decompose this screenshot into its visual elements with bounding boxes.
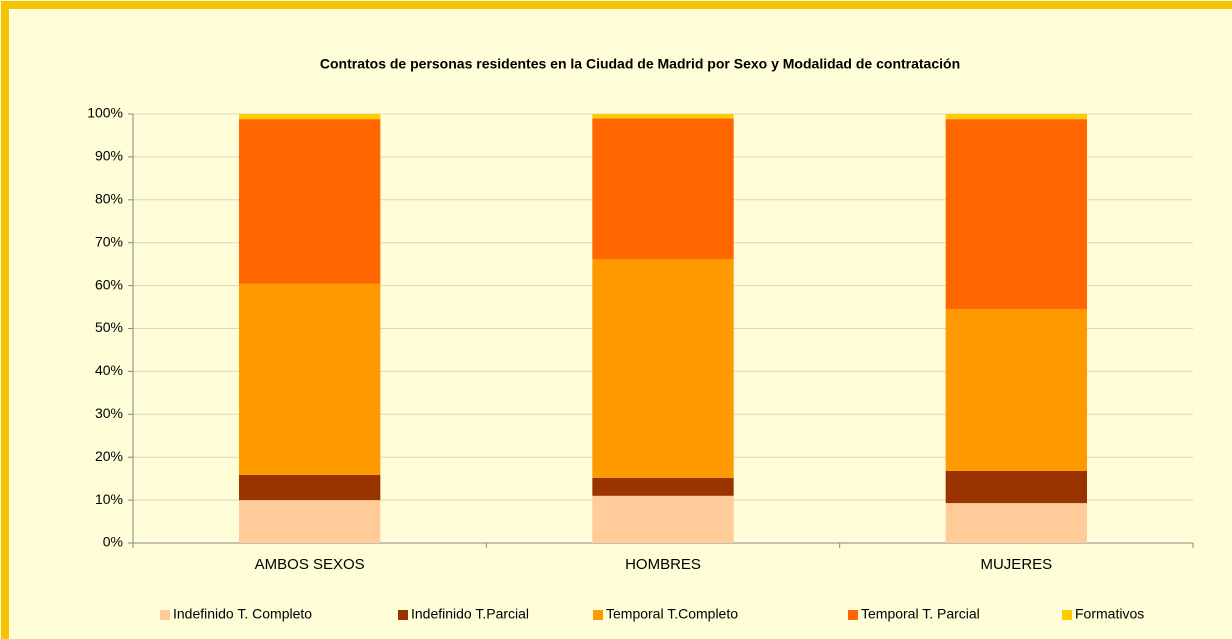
bar-segment — [592, 114, 734, 119]
bar-segment — [945, 470, 1087, 504]
bar-segment — [945, 309, 1087, 471]
legend-label: Indefinido T. Completo — [173, 606, 312, 622]
y-tick-label: 100% — [87, 105, 123, 121]
x-tick-label: MUJERES — [980, 556, 1052, 573]
legend-swatch — [160, 610, 170, 620]
bar-segment — [592, 259, 734, 478]
y-tick-label: 70% — [95, 233, 123, 249]
bar-segment — [945, 503, 1087, 543]
bar-segment — [239, 119, 381, 284]
bar-segment — [239, 500, 381, 543]
y-tick-label: 50% — [95, 319, 123, 335]
y-tick-label: 30% — [95, 405, 123, 421]
y-tick-label: 20% — [95, 448, 123, 464]
legend-label: Temporal T.Completo — [606, 606, 738, 622]
bar-segment — [945, 119, 1087, 310]
legend-swatch — [593, 610, 603, 620]
legend-swatch — [398, 610, 408, 620]
bar-segment — [239, 283, 381, 475]
bar-segment — [239, 114, 381, 120]
bar-segment — [592, 477, 734, 496]
bar-segment — [239, 474, 381, 501]
x-tick-label: HOMBRES — [625, 556, 701, 573]
y-tick-label: 40% — [95, 362, 123, 378]
y-tick-label: 10% — [95, 491, 123, 507]
bar-segment — [592, 118, 734, 260]
legend-label: Temporal T. Parcial — [861, 606, 980, 622]
bar-segment — [945, 114, 1087, 120]
legend-swatch — [1062, 610, 1072, 620]
legend-label: Formativos — [1075, 606, 1144, 622]
y-tick-label: 90% — [95, 148, 123, 164]
bar-segment — [592, 495, 734, 543]
legend-label: Indefinido T.Parcial — [411, 606, 529, 622]
x-tick-label: AMBOS SEXOS — [255, 556, 365, 573]
y-tick-label: 60% — [95, 276, 123, 292]
y-tick-label: 0% — [103, 534, 123, 550]
y-tick-label: 80% — [95, 191, 123, 207]
chart-title: Contratos de personas residentes en la C… — [320, 56, 960, 72]
legend-swatch — [848, 610, 858, 620]
